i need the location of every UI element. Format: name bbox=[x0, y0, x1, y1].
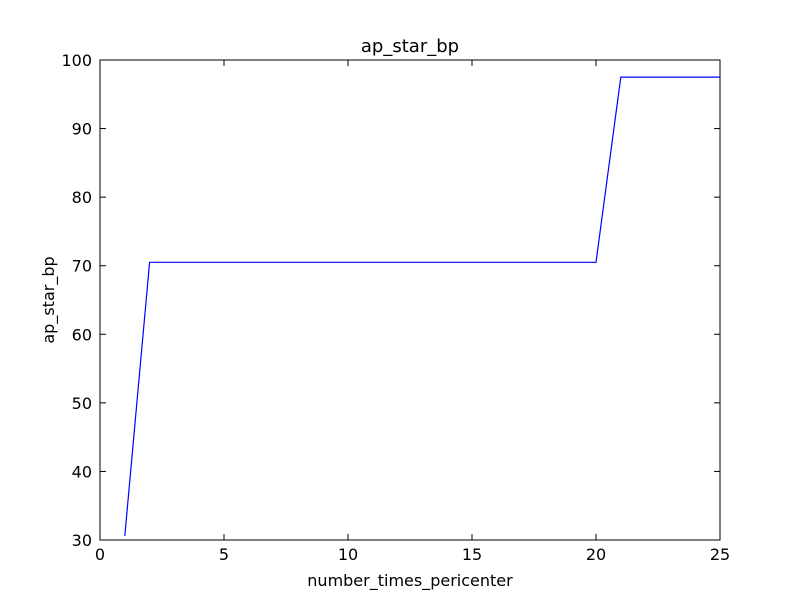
y-tick-label: 90 bbox=[72, 120, 92, 139]
y-tick-label: 30 bbox=[72, 531, 92, 550]
x-tick-label: 15 bbox=[462, 545, 482, 564]
y-tick-label: 70 bbox=[72, 257, 92, 276]
y-tick-label: 60 bbox=[72, 325, 92, 344]
plot-area bbox=[99, 59, 721, 541]
x-tick-label: 0 bbox=[95, 545, 105, 564]
y-tick-label: 80 bbox=[72, 188, 92, 207]
x-axis-label: number_times_pericenter bbox=[307, 571, 513, 591]
x-tick-label: 20 bbox=[586, 545, 606, 564]
y-axis-label: ap_star_bp bbox=[39, 256, 59, 343]
x-tick-label: 25 bbox=[710, 545, 730, 564]
series-line bbox=[124, 76, 720, 536]
y-tick-label: 40 bbox=[72, 462, 92, 481]
x-tick-label: 5 bbox=[219, 545, 229, 564]
x-tick-label: 10 bbox=[338, 545, 358, 564]
series-group bbox=[124, 76, 720, 536]
x-axis: 0 5 10 15 20 25 bbox=[95, 60, 730, 564]
y-tick-label: 100 bbox=[61, 51, 92, 70]
y-tick-label: 50 bbox=[72, 394, 92, 413]
chart-title: ap_star_bp bbox=[361, 36, 459, 57]
y-axis: 30 40 50 60 70 80 90 100 bbox=[61, 51, 720, 550]
